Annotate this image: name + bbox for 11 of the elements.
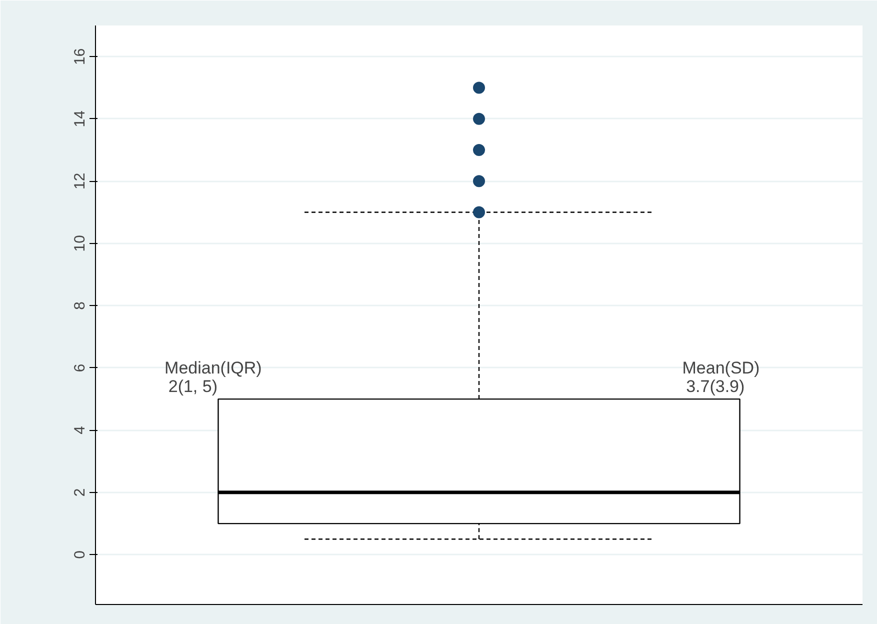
y-tick-label: 10 xyxy=(72,235,88,252)
y-tick-label: 12 xyxy=(72,172,88,190)
y-tick-label: 0 xyxy=(72,550,88,559)
y-tick-label: 8 xyxy=(72,301,88,310)
y-tick-label: 14 xyxy=(72,110,88,128)
y-tick-label: 6 xyxy=(72,364,88,372)
y-tick-label: 16 xyxy=(72,48,88,65)
y-tick-label: 4 xyxy=(72,426,88,434)
annotation: Median(IQR) 2(1, 5) xyxy=(164,358,262,396)
y-tick-label: 2 xyxy=(72,488,88,497)
annotation: Mean(SD) 3.7(3.9) xyxy=(682,358,760,396)
